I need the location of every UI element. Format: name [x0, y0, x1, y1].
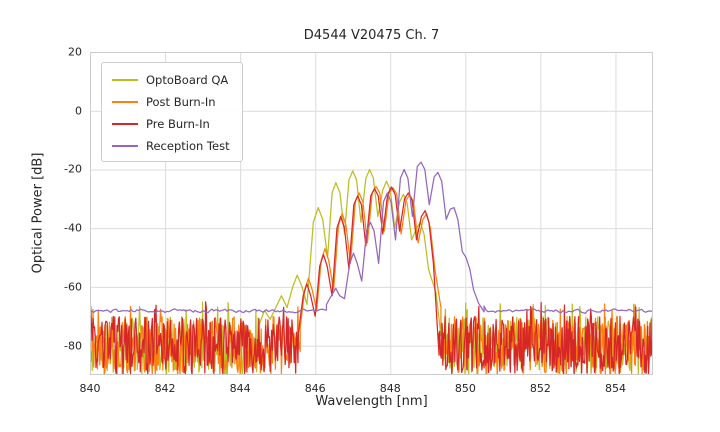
- x-tick-label: 846: [304, 382, 326, 395]
- legend-item: Reception Test: [112, 138, 230, 153]
- x-axis-label: Wavelength [nm]: [315, 394, 428, 409]
- legend-label: Reception Test: [146, 138, 230, 153]
- chart-title: D4544 V20475 Ch. 7: [303, 28, 440, 43]
- legend-item: OptoBoard QA: [112, 72, 230, 87]
- legend-item: Pre Burn-In: [112, 116, 230, 131]
- legend-line-swatch: [112, 78, 138, 81]
- y-tick-label: 20: [68, 45, 82, 59]
- legend-line-swatch: [112, 122, 138, 125]
- y-tick-label: -80: [64, 339, 82, 353]
- x-tick-label: 842: [154, 382, 176, 395]
- y-tick-label: -40: [64, 221, 82, 235]
- x-tick-label: 850: [454, 382, 476, 395]
- legend-line-swatch: [112, 144, 138, 147]
- legend-label: OptoBoard QA: [146, 72, 229, 87]
- x-tick-label: 852: [529, 382, 551, 395]
- legend-label: Post Burn-In: [146, 94, 216, 109]
- legend-label: Pre Burn-In: [146, 116, 210, 131]
- y-tick-label: -60: [64, 280, 82, 294]
- legend-item: Post Burn-In: [112, 94, 230, 109]
- y-tick-label: -20: [64, 162, 82, 176]
- x-tick-label: 848: [379, 382, 401, 395]
- x-tick-label: 844: [229, 382, 251, 395]
- x-tick-label: 854: [604, 382, 626, 395]
- y-tick-label: 0: [75, 104, 82, 118]
- legend: OptoBoard QA Post Burn-In Pre Burn-In Recep…: [101, 62, 243, 162]
- x-tick-label: 840: [79, 382, 101, 395]
- legend-line-swatch: [112, 100, 138, 103]
- y-axis-label: Optical Power [dB]: [30, 152, 46, 274]
